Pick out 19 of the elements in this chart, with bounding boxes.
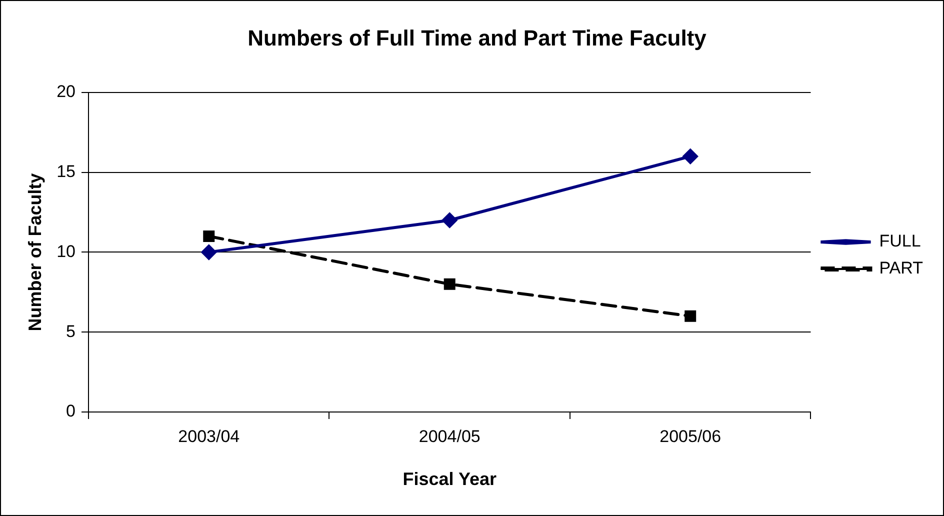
y-axis-title: Number of Faculty — [24, 173, 45, 332]
x-tick-label: 2004/05 — [418, 426, 480, 446]
x-axis-title: Fiscal Year — [402, 469, 496, 490]
y-tick-label: 20 — [56, 82, 76, 102]
point — [442, 212, 458, 228]
y-tick-label: 0 — [66, 402, 76, 421]
chart-title: Numbers of Full Time and Part Time Faculty — [248, 25, 708, 50]
point — [682, 148, 698, 164]
point — [444, 278, 456, 290]
point — [684, 310, 696, 322]
x-tick-label: 2005/06 — [660, 426, 722, 446]
x-tick-label: 2003/04 — [178, 426, 240, 446]
point — [203, 230, 215, 242]
legend-label: PART — [879, 258, 924, 278]
legend-label: FULL — [879, 232, 921, 251]
y-tick-label: 15 — [56, 162, 76, 181]
point — [201, 244, 216, 260]
y-tick-label: 5 — [66, 322, 76, 341]
y-tick-label: 10 — [56, 242, 76, 261]
